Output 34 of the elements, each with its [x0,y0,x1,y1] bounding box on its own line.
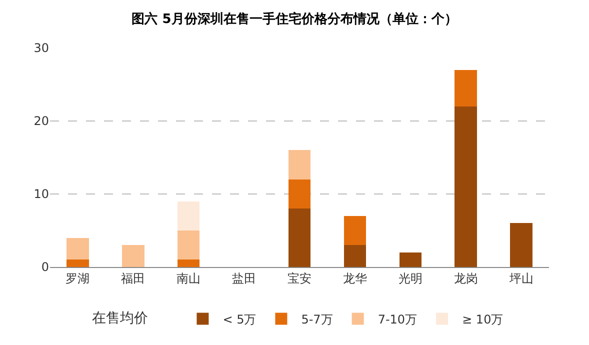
bar [178,260,200,267]
legend-label: 7-10万 [378,312,418,326]
y-tick-label: 20 [34,114,49,128]
bar [288,150,311,180]
bar [122,245,144,267]
legend-label: 5-7万 [301,312,333,326]
bar [344,245,366,267]
bar [399,252,422,267]
legend-title: 在售均价 [92,310,175,326]
bar [66,260,89,267]
bar [178,230,200,260]
legend-label: < 5万 [222,312,256,326]
x-tick-label: 龙华 [342,271,367,286]
x-tick-label: 福田 [121,271,146,286]
x-tick-label: 罗湖 [66,271,90,286]
legend-label: ≥ 10万 [462,312,504,326]
chart-title: 图六 5月份深圳在售一手住宅价格分布情况（单位：个） [132,10,458,27]
x-tick-label: 光明 [398,271,422,286]
x-tick-label: 盐田 [232,271,256,286]
bar [510,223,532,267]
x-tick-label: 龙岗 [454,271,478,286]
bar [288,179,311,209]
bar [66,238,89,260]
bar [288,208,311,267]
x-tick-label: 南山 [176,271,201,286]
bar [454,106,477,267]
bar [178,201,200,230]
x-tick-label: 坪山 [508,271,534,286]
y-tick-label: 0 [41,260,49,274]
bar [344,216,366,246]
y-tick-label: 30 [34,41,49,56]
y-tick-label: 10 [34,187,49,202]
x-tick-label: 宝安 [288,271,312,286]
bar [454,70,477,106]
